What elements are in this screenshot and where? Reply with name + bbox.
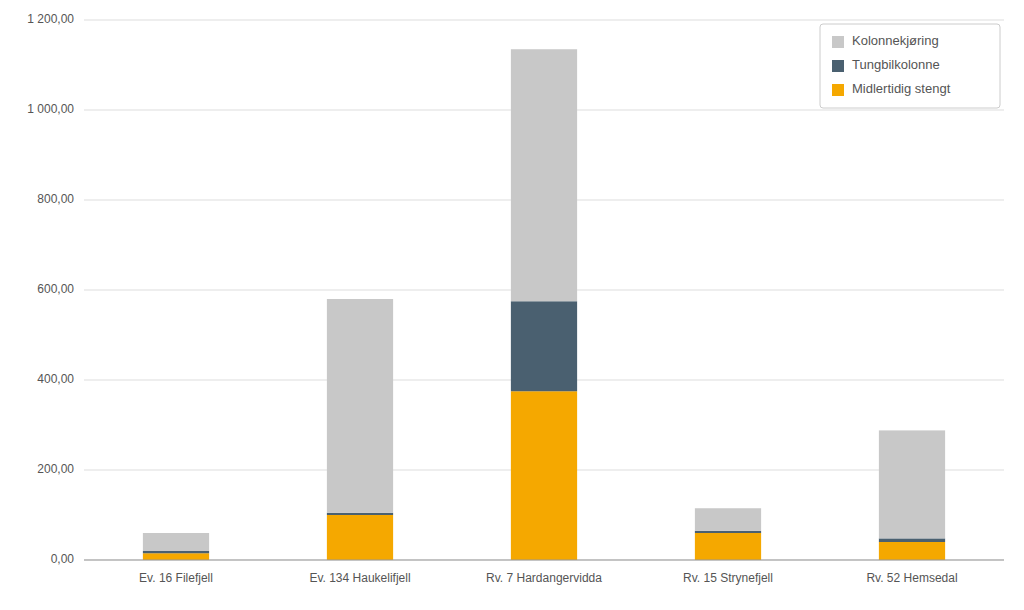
bar-segment [511,301,577,391]
legend-box [820,24,1000,108]
y-tick-label: 600,00 [37,282,74,296]
x-tick-label: Ev. 16 Filefjell [139,571,213,585]
bar-segment [327,513,393,515]
x-tick-label: Rv. 52 Hemsedal [866,571,957,585]
series [143,391,945,560]
bar-segment [327,515,393,560]
grid-line [84,20,1004,21]
grid-line [84,560,1004,561]
y-axis: 0,00 200,00 400,00 600,00 800,00 1 000,00 1 20… [27,12,74,566]
y-tick-label: 0,00 [51,552,75,566]
bar-segment [879,542,945,560]
bar-segment [695,508,761,531]
x-axis-line [84,560,1004,561]
bar-segment [511,391,577,560]
legend-label: Midlertidig stengt [852,81,951,96]
grid [84,20,1004,560]
y-tick-label: 1 200,00 [27,12,74,26]
chart-svg: 0,00 200,00 400,00 600,00 800,00 1 000,00 1 20… [0,0,1024,610]
bars [143,49,945,560]
bar-segment [879,430,945,538]
x-tick-label: Rv. 15 Strynefjell [683,571,773,585]
legend-swatch [832,36,844,48]
y-tick-label: 400,00 [37,372,74,386]
legend-label: Tungbilkolonne [852,57,940,72]
chart-container: 0,00 200,00 400,00 600,00 800,00 1 000,00 1 20… [0,0,1024,610]
bar-segment [695,531,761,533]
legend-swatch [832,84,844,96]
bar-segment [143,553,209,560]
bar-segment [327,299,393,513]
legend-label: Kolonnekjøring [852,33,939,48]
bar-segment [511,49,577,301]
y-tick-label: 800,00 [37,192,74,206]
x-tick-label: Rv. 7 Hardangervidda [486,571,602,585]
y-tick-label: 1 000,00 [27,102,74,116]
bar-segment [143,533,209,551]
legend: Kolonnekjøring Tungbilkolonne Midlertidig … [820,24,1000,108]
legend-swatch [832,60,844,72]
bar-segment [879,538,945,542]
y-tick-label: 200,00 [37,462,74,476]
background [0,0,1024,610]
series [143,301,945,553]
series [143,49,945,551]
x-axis: Ev. 16 Filefjell Ev. 134 Haukelifjell Rv. … [139,571,957,585]
x-tick-label: Ev. 134 Haukelifjell [309,571,410,585]
bar-segment [143,551,209,553]
bar-segment [695,533,761,560]
